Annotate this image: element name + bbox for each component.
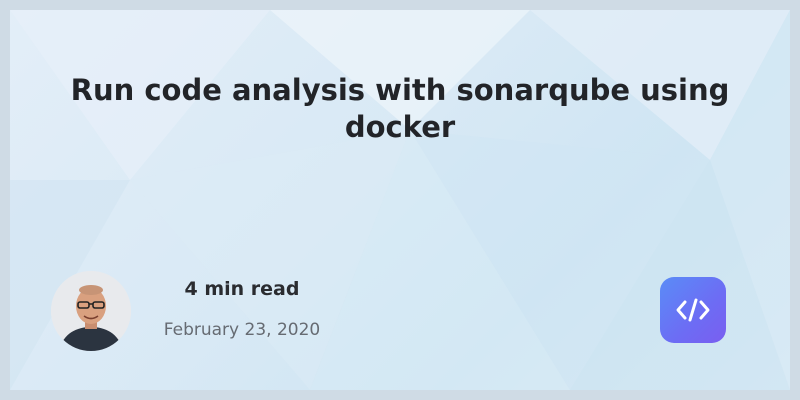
code-icon (676, 298, 710, 322)
low-poly-background (10, 10, 790, 390)
avatar-image (51, 271, 131, 351)
post-title: Run code analysis with sonarqube using d… (70, 73, 730, 144)
code-logo[interactable] (660, 277, 726, 343)
author-avatar (51, 271, 131, 351)
publish-date: February 23, 2020 (163, 320, 321, 340)
read-time: 4 min read (184, 278, 300, 300)
